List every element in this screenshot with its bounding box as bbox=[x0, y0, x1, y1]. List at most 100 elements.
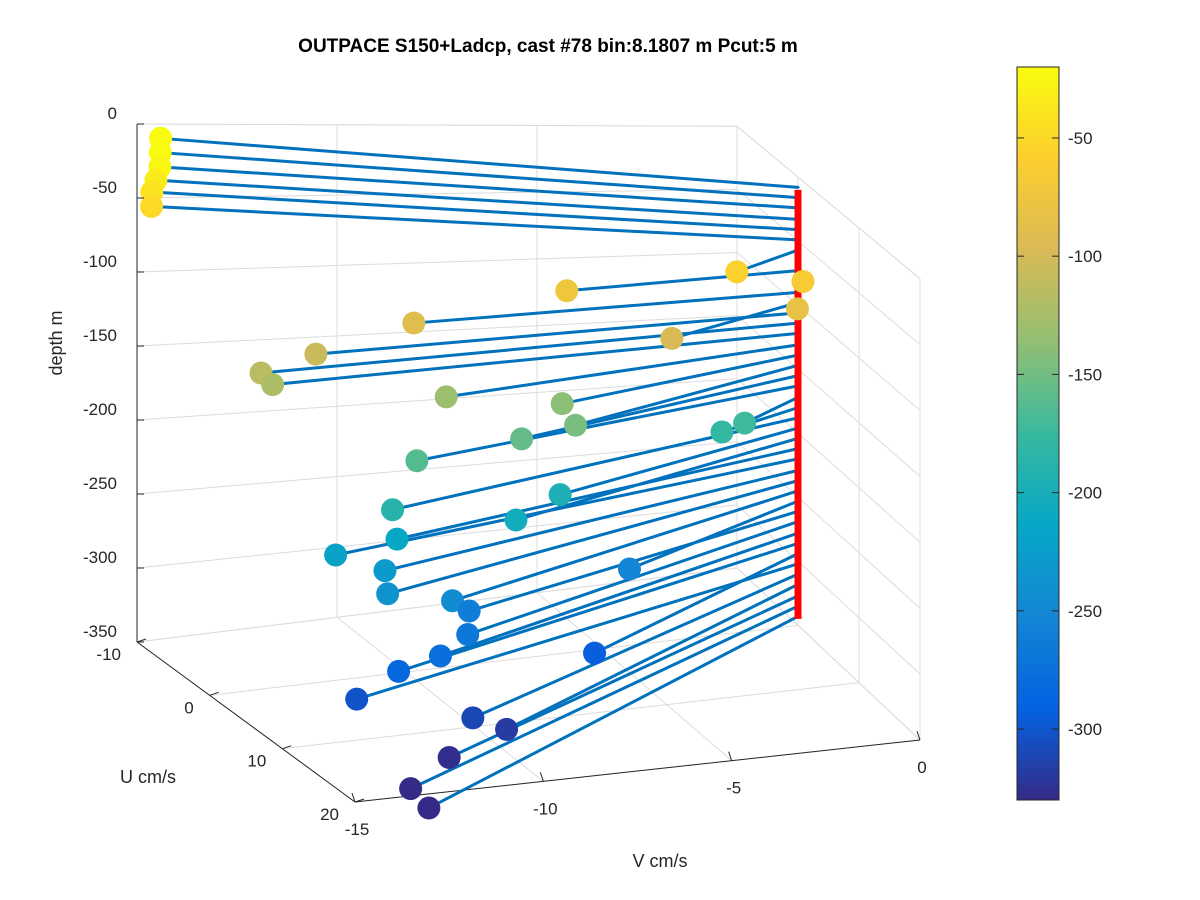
z-tick-label: -150 bbox=[83, 326, 117, 345]
velocity-point bbox=[583, 641, 607, 665]
velocity-point bbox=[548, 483, 572, 507]
velocity-point bbox=[461, 706, 485, 730]
velocity-point bbox=[791, 269, 815, 293]
colorbar-ticks: -50 -100 -150 -200 -250 -300 bbox=[1017, 129, 1102, 739]
y-tick bbox=[209, 691, 219, 696]
grid-line bbox=[736, 567, 921, 741]
velocity-stick bbox=[397, 541, 800, 673]
z-tick-label: 0 bbox=[108, 104, 117, 123]
velocity-stick bbox=[627, 499, 800, 571]
velocity-point bbox=[417, 796, 441, 820]
velocity-stick bbox=[395, 447, 800, 541]
velocity-stick bbox=[383, 468, 800, 573]
grid-line bbox=[136, 567, 738, 643]
x-axis-line bbox=[354, 739, 921, 803]
colorbar-tick-label: -250 bbox=[1068, 602, 1102, 621]
grid-line bbox=[136, 251, 738, 273]
colorbar: -50 -100 -150 -200 -250 -300 bbox=[1016, 66, 1102, 801]
x-tick bbox=[351, 792, 356, 803]
colorbar-tick-label: -150 bbox=[1068, 365, 1102, 384]
velocity-point bbox=[785, 297, 809, 321]
velocity-point bbox=[555, 279, 579, 303]
box-edge bbox=[136, 123, 738, 127]
velocity-stick bbox=[259, 321, 800, 375]
y-axis-line bbox=[136, 641, 356, 803]
grid-line bbox=[736, 252, 921, 411]
x-tick-label: 0 bbox=[917, 758, 926, 777]
x-tick bbox=[728, 751, 733, 761]
velocity-stick bbox=[444, 343, 800, 399]
velocity-stick bbox=[450, 489, 800, 603]
velocity-stick bbox=[334, 457, 800, 557]
axis-ticks: 0-50-100-150-200-250-300-350-1001020-15-… bbox=[83, 104, 927, 839]
velocity-stick bbox=[438, 531, 800, 658]
velocity-point bbox=[387, 659, 411, 683]
x-tick bbox=[916, 730, 921, 741]
velocity-point bbox=[405, 449, 429, 473]
velocity-stick bbox=[150, 190, 800, 232]
velocity-point bbox=[399, 777, 423, 801]
velocity-point bbox=[324, 543, 348, 567]
velocity-stick bbox=[409, 604, 800, 791]
velocity-stick bbox=[593, 552, 800, 655]
y-tick-label: 20 bbox=[320, 805, 339, 824]
colorbar-tick-label: -200 bbox=[1068, 484, 1102, 503]
velocity-point bbox=[304, 342, 328, 366]
velocity-point bbox=[434, 385, 458, 409]
grid-line bbox=[336, 616, 544, 782]
velocity-stick bbox=[574, 363, 800, 427]
velocity-stick bbox=[158, 151, 800, 200]
y-axis-label: U cm/s bbox=[120, 767, 176, 787]
velocity-point bbox=[385, 527, 409, 551]
velocity-stick bbox=[412, 290, 800, 325]
velocity-point bbox=[504, 508, 528, 532]
y-tick bbox=[136, 638, 147, 643]
velocity-point bbox=[564, 413, 588, 437]
velocity-point bbox=[725, 260, 749, 284]
grid-line bbox=[136, 315, 738, 347]
x-axis-label: V cm/s bbox=[632, 851, 687, 871]
velocity-point bbox=[550, 392, 574, 416]
x-tick-label: -10 bbox=[533, 799, 558, 818]
y-tick bbox=[354, 798, 365, 803]
velocity-sticks bbox=[150, 136, 805, 810]
velocity-points bbox=[140, 126, 815, 820]
grid-line bbox=[136, 441, 738, 495]
box-edge bbox=[736, 125, 921, 280]
velocity-point bbox=[660, 326, 684, 350]
z-tick-label: -350 bbox=[83, 622, 117, 641]
grid-line bbox=[282, 682, 860, 750]
velocity-stick bbox=[558, 426, 800, 497]
grid-lines bbox=[136, 123, 921, 803]
velocity-point bbox=[345, 687, 369, 711]
velocity-stick bbox=[271, 331, 800, 387]
velocity-stick bbox=[158, 165, 800, 210]
velocity-stick bbox=[355, 562, 800, 701]
velocity-stick bbox=[314, 311, 800, 356]
velocity-point bbox=[457, 599, 481, 623]
grid-line bbox=[736, 441, 921, 609]
velocity-stick bbox=[560, 353, 800, 406]
velocity-point bbox=[733, 411, 757, 435]
grid-line bbox=[136, 504, 738, 569]
velocity-point bbox=[402, 311, 426, 335]
velocity-stick bbox=[386, 479, 800, 596]
grid-line bbox=[736, 378, 921, 543]
y-tick-label: 0 bbox=[184, 698, 193, 717]
y-tick bbox=[282, 745, 292, 750]
grid-line bbox=[209, 624, 799, 696]
grid-line bbox=[736, 189, 921, 346]
grid-line bbox=[736, 315, 921, 477]
z-tick-label: -300 bbox=[83, 548, 117, 567]
velocity-point bbox=[261, 373, 285, 397]
velocity-stick bbox=[415, 384, 800, 463]
velocity-stick bbox=[565, 269, 800, 293]
y-tick-label: 10 bbox=[247, 752, 266, 771]
velocity-point bbox=[428, 644, 452, 668]
velocity-stick bbox=[154, 178, 800, 221]
velocity-point bbox=[140, 194, 164, 218]
velocity-stick bbox=[427, 614, 800, 810]
x-tick bbox=[539, 772, 544, 782]
grid-line bbox=[536, 592, 732, 762]
